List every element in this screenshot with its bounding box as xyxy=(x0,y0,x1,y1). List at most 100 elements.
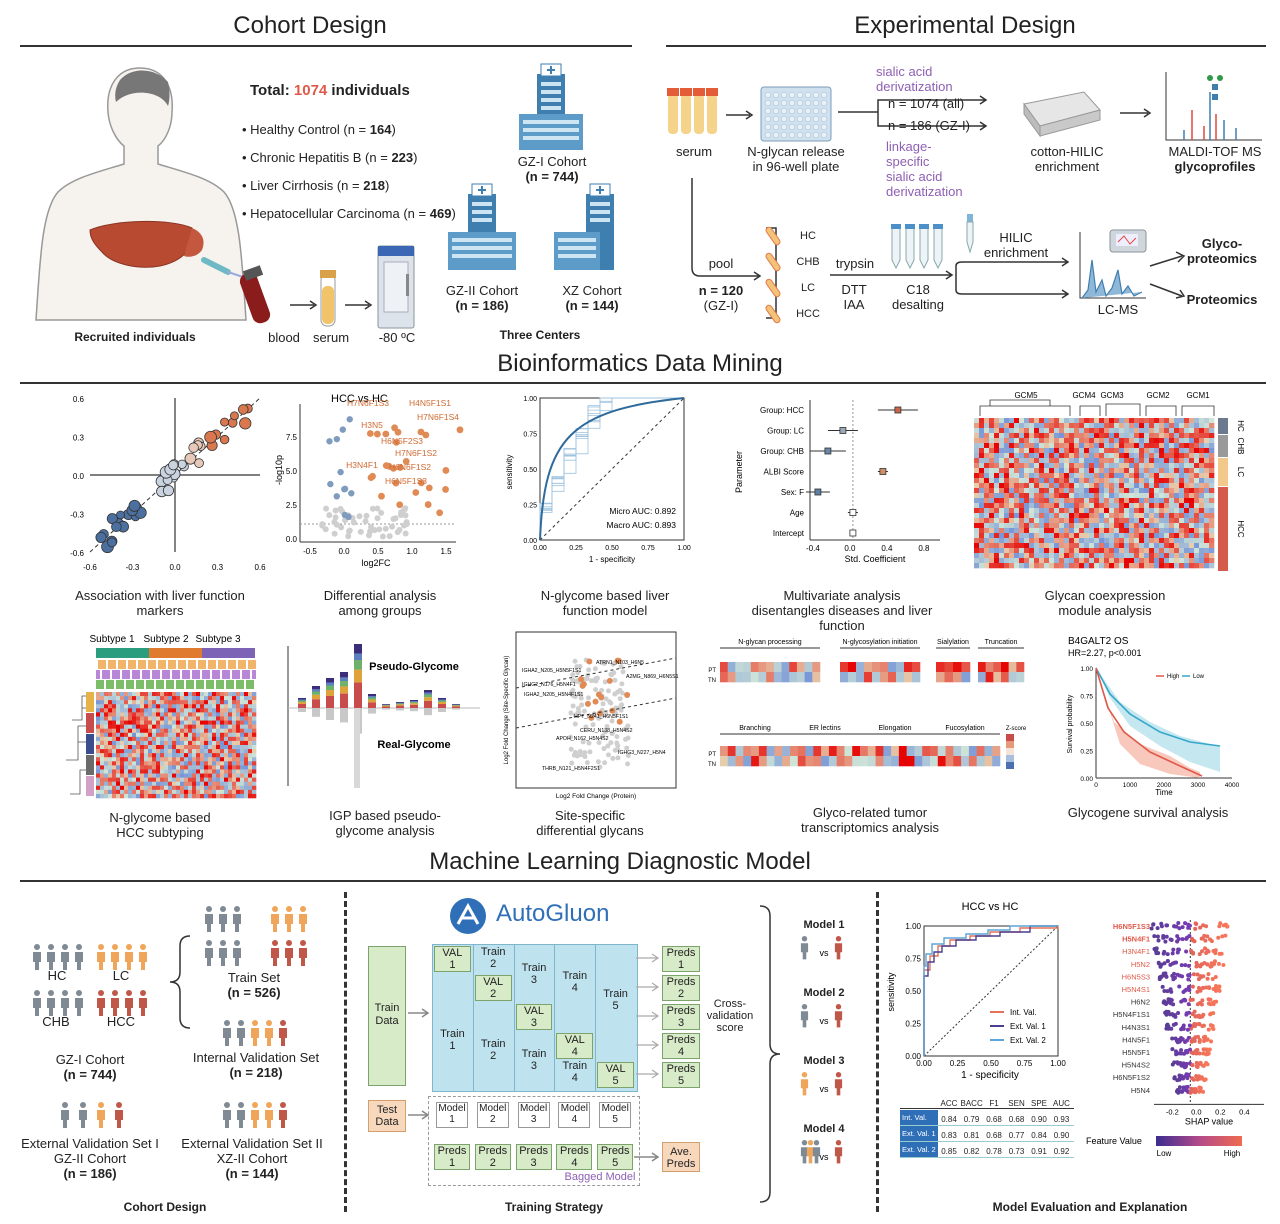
heat-cell xyxy=(1184,553,1190,559)
heat-cell xyxy=(240,708,245,713)
heat-cell xyxy=(1134,423,1140,429)
heat-cell xyxy=(1129,508,1135,514)
igp-pseudo-bar xyxy=(410,704,418,708)
heat-cell xyxy=(994,433,1000,439)
heat-cell xyxy=(1189,473,1195,479)
shap-point xyxy=(1180,925,1185,930)
heat-cell xyxy=(1204,533,1210,539)
heat-cell xyxy=(914,746,923,757)
annotation-cell xyxy=(246,660,248,669)
heat-cell xyxy=(782,746,791,757)
igp-pseudo-label: Pseudo-Glycome xyxy=(369,661,459,673)
plate-well xyxy=(772,107,780,115)
heat-cell xyxy=(1034,528,1040,534)
heat-cell xyxy=(1069,518,1075,524)
heat-cell xyxy=(1154,533,1160,539)
heat-cell xyxy=(984,473,990,479)
heat-cell xyxy=(1179,463,1185,469)
heat-cell xyxy=(961,672,971,683)
heat-cell xyxy=(1149,548,1155,554)
heat-cell xyxy=(1119,558,1125,564)
heat-cell xyxy=(136,720,141,725)
plate-well xyxy=(764,91,772,99)
heat-cell xyxy=(1154,503,1160,509)
heat-cell xyxy=(1124,473,1130,479)
shap-point xyxy=(1159,921,1164,926)
heat-cell xyxy=(1084,428,1090,434)
heat-cell xyxy=(184,785,189,791)
person-body xyxy=(97,952,105,970)
heat-cell xyxy=(944,662,954,673)
heat-cell xyxy=(140,765,145,770)
heat-cell xyxy=(1109,553,1115,559)
heat-cell xyxy=(999,508,1005,514)
heat-cell xyxy=(1204,543,1210,549)
heat-cell xyxy=(994,473,1000,479)
x-tick-label: -0.2 xyxy=(1166,1107,1179,1116)
heat-cell xyxy=(176,785,181,791)
heat-cell xyxy=(1174,473,1180,479)
site-point xyxy=(592,666,598,672)
heat-cell xyxy=(192,708,197,713)
heat-cell xyxy=(1119,498,1125,504)
annotation-cell xyxy=(152,670,154,679)
person-body xyxy=(834,943,843,960)
shap-point xyxy=(1216,987,1221,992)
heat-cell xyxy=(160,712,165,717)
heat-cell xyxy=(196,781,201,787)
heat-cell xyxy=(1209,488,1215,494)
heat-cell xyxy=(979,433,985,439)
annotation-cell xyxy=(200,660,202,669)
heat-cell xyxy=(999,428,1005,434)
metric-cell: 0.84 xyxy=(1031,1131,1047,1140)
heat-cell xyxy=(192,724,197,729)
heat-cell xyxy=(1184,498,1190,504)
igp-real-bar xyxy=(396,708,404,711)
site-point xyxy=(610,755,616,761)
heat-cell xyxy=(1034,518,1040,524)
heat-cell xyxy=(152,724,157,729)
heat-cell xyxy=(1094,483,1100,489)
heat-cell xyxy=(1179,483,1185,489)
train-person-icon xyxy=(219,940,227,966)
heat-cell xyxy=(804,672,813,683)
model-person-icon-hcc xyxy=(834,1072,843,1096)
shap-point xyxy=(1187,923,1192,928)
heat-cell xyxy=(188,704,193,709)
heat-cell xyxy=(1154,518,1160,524)
heat-cell xyxy=(100,704,105,709)
heat-cell xyxy=(1149,533,1155,539)
vs-label: vs xyxy=(820,1016,830,1026)
gcm-group-label: HCC xyxy=(1236,520,1245,538)
heat-cell xyxy=(1194,493,1200,499)
heat-cell xyxy=(821,746,830,757)
heat-cell xyxy=(953,662,962,673)
heat-cell xyxy=(180,769,185,774)
heat-cell xyxy=(1139,428,1145,434)
heat-cell xyxy=(994,493,1000,499)
heat-cell xyxy=(192,793,197,799)
heat-cell xyxy=(160,736,165,742)
annotation-cell xyxy=(132,680,134,689)
igp-pseudo-bar xyxy=(312,689,320,692)
heat-cell xyxy=(208,740,213,746)
heat-cell xyxy=(164,749,169,754)
heat-cell xyxy=(1144,418,1150,424)
igp-pseudo-bar xyxy=(396,702,404,704)
heat-cell xyxy=(128,785,133,791)
heat-cell xyxy=(1054,528,1060,534)
heat-cell xyxy=(1174,463,1180,469)
heat-cell xyxy=(1099,453,1105,459)
heat-cell xyxy=(132,749,137,754)
heat-cell xyxy=(200,761,205,766)
shap-point xyxy=(1165,989,1170,994)
heat-cell xyxy=(232,724,237,729)
heat-cell xyxy=(974,433,980,439)
plate-well xyxy=(820,99,828,107)
heat-cell xyxy=(120,761,125,766)
heat-cell xyxy=(180,757,185,762)
heat-cell xyxy=(1024,548,1030,554)
heat-cell xyxy=(1029,448,1035,454)
heat-cell xyxy=(168,724,173,729)
heat-cell xyxy=(1154,478,1160,484)
